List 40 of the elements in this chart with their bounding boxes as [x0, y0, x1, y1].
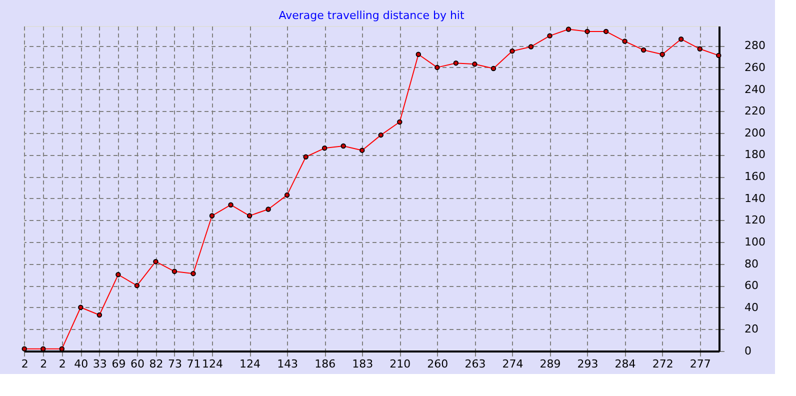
chart-title: Average travelling distance by hit [278, 9, 465, 22]
y-tick-label: 280 [744, 39, 766, 52]
x-tick-label: 210 [390, 358, 411, 370]
x-tick-label: 284 [614, 358, 636, 370]
x-tick-label: 272 [652, 358, 674, 370]
x-tick-label: 260 [427, 358, 448, 370]
y-tick-label: 140 [744, 192, 766, 205]
x-tick-label: 82 [149, 358, 164, 370]
y-tick-label: 120 [744, 214, 766, 227]
y-tick-label: 80 [744, 257, 758, 270]
x-tick-label: 143 [277, 358, 298, 370]
x-tick-label: 293 [577, 358, 598, 370]
x-tick-label: 183 [352, 358, 374, 370]
y-tick-label: 100 [744, 235, 766, 248]
x-tick-label: 124 [240, 358, 261, 370]
x-tick-label: 33 [92, 358, 107, 370]
y-tick-label: 0 [744, 344, 752, 358]
x-tick-label: 2 [40, 358, 48, 370]
x-tick-label: 69 [112, 358, 126, 370]
x-tick-label: 60 [130, 358, 144, 370]
x-tick-label: 277 [690, 358, 711, 370]
y-tick-label: 180 [744, 148, 766, 162]
y-tick-label: 40 [744, 300, 758, 314]
x-tick-label: 2 [21, 358, 28, 370]
x-tick-label: 186 [314, 358, 336, 370]
x-tick-label: 2 [58, 358, 66, 370]
x-tick-label: 40 [74, 358, 88, 370]
y-tick-label: 60 [744, 279, 758, 292]
x-tick-label: 73 [168, 358, 182, 370]
x-tick-label: 274 [502, 358, 524, 370]
x-tick-label: 124 [202, 358, 224, 370]
y-tick-label: 220 [744, 104, 766, 118]
x-tick-label: 71 [186, 358, 201, 370]
y-tick-label: 160 [744, 170, 766, 184]
y-tick-label: 240 [744, 82, 766, 96]
y-tick-label: 20 [744, 322, 758, 336]
y-tick-label: 260 [744, 60, 766, 74]
x-tick-label: 289 [540, 358, 561, 370]
x-tick-label: 263 [464, 358, 486, 370]
y-tick-label: 200 [744, 126, 766, 140]
